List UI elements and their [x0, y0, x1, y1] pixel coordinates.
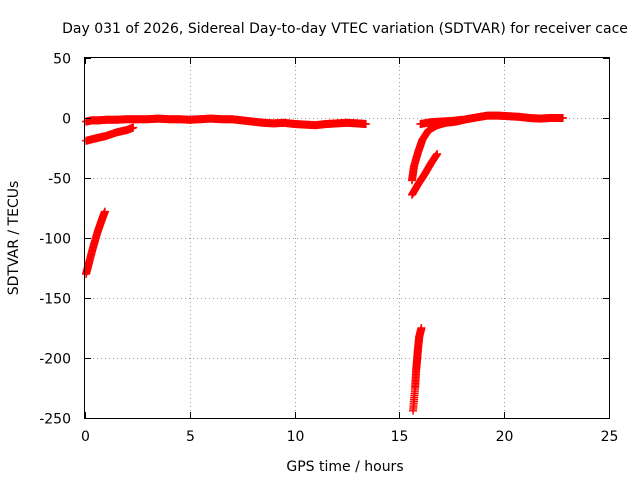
y-axis-label: SDTVAR / TECUs: [6, 181, 22, 296]
y-tick-label: -50: [48, 172, 71, 188]
data-point: [129, 123, 138, 132]
data-segment: [409, 324, 426, 415]
x-tick-label: 0: [81, 429, 90, 445]
data-point: [100, 207, 109, 216]
data-point: [433, 150, 442, 158]
data-segment: [82, 123, 138, 145]
x-axis-label: GPS time / hours: [286, 459, 403, 475]
x-tick-labels: 0 5 10 15 20 25: [81, 429, 618, 445]
grid-lines: [85, 58, 609, 418]
y-tick-label: 0: [62, 112, 71, 128]
data-series: [82, 111, 567, 415]
data-segment: [416, 115, 467, 128]
data-point: [361, 120, 370, 128]
data-point: [417, 324, 426, 332]
y-tick-label: 50: [53, 52, 71, 68]
data-point: [458, 115, 467, 124]
y-tick-label: -150: [39, 292, 71, 308]
x-tick-label: 5: [186, 429, 195, 445]
chart-title: Day 031 of 2026, Sidereal Day-to-day VTE…: [62, 21, 628, 37]
axis-ticks: [85, 58, 610, 419]
x-tick-label: 25: [601, 429, 619, 445]
plot-frame: [84, 57, 610, 419]
y-tick-label: -200: [39, 352, 71, 368]
data-segment: [407, 150, 442, 199]
y-tick-label: -250: [39, 412, 71, 428]
x-tick-label: 15: [391, 429, 409, 445]
data-segment: [82, 207, 109, 278]
x-tick-label: 10: [287, 429, 305, 445]
y-tick-label: -100: [39, 232, 71, 248]
data-point: [558, 114, 567, 122]
x-tick-label: 20: [496, 429, 514, 445]
y-tick-labels: -250 -200 -150 -100 -50 0 50: [39, 52, 71, 428]
